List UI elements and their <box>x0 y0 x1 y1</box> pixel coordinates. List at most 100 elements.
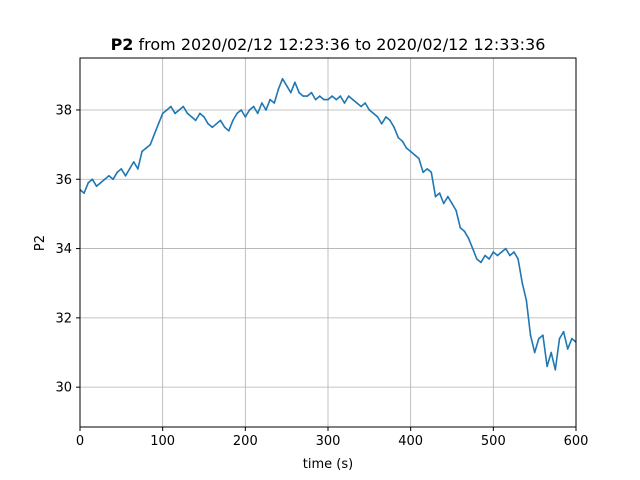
grid-lines <box>79 58 577 427</box>
data-point <box>199 112 201 115</box>
data-point <box>141 150 143 153</box>
data-point <box>194 119 197 122</box>
data-point <box>108 175 110 177</box>
series-group <box>80 78 576 371</box>
data-point <box>310 91 313 94</box>
data-point <box>182 105 185 108</box>
data-point <box>529 334 532 337</box>
data-point <box>517 258 519 260</box>
data-point <box>166 109 168 111</box>
data-point <box>372 112 375 115</box>
data-point <box>554 369 557 371</box>
data-point <box>157 123 160 125</box>
data-point <box>219 119 222 122</box>
data-point <box>269 98 271 101</box>
data-point <box>451 202 453 205</box>
data-point <box>145 147 147 149</box>
data-point <box>484 254 486 257</box>
data-point <box>414 154 416 156</box>
data-point <box>558 337 561 340</box>
data-point <box>521 282 524 285</box>
data-point <box>430 171 433 174</box>
data-point <box>256 112 259 115</box>
data-point <box>405 147 408 149</box>
data-point <box>124 175 127 177</box>
chart-title: P2 from 2020/02/12 12:23:36 to 2020/02/1… <box>111 35 546 54</box>
data-point <box>546 365 548 368</box>
data-point <box>471 247 474 250</box>
data-point <box>343 102 346 104</box>
data-point <box>273 102 276 104</box>
y-tick-label: 34 <box>55 242 72 257</box>
data-point <box>104 178 106 181</box>
data-point <box>228 130 230 132</box>
chart-title-rest: from 2020/02/12 12:23:36 to 2020/02/12 1… <box>133 35 545 54</box>
data-point <box>281 78 284 80</box>
data-point <box>426 168 429 170</box>
data-point <box>265 109 267 111</box>
data-point <box>455 209 457 212</box>
data-point <box>447 195 449 198</box>
data-point <box>500 251 503 253</box>
data-point <box>463 230 466 232</box>
data-point <box>476 258 478 260</box>
data-point <box>285 84 288 87</box>
data-point <box>566 348 569 350</box>
data-point <box>488 258 491 260</box>
data-point <box>356 102 358 104</box>
data-point <box>525 299 528 302</box>
data-point <box>190 116 193 118</box>
data-point <box>389 119 391 122</box>
data-point <box>232 119 234 122</box>
data-point <box>290 91 292 94</box>
data-point <box>393 126 395 129</box>
data-point <box>252 105 255 108</box>
data-point <box>186 112 189 115</box>
data-point <box>339 95 342 97</box>
data-point <box>409 150 412 153</box>
x-tick-label: 300 <box>316 434 341 449</box>
data-point <box>459 227 462 229</box>
data-point <box>137 168 139 170</box>
data-point <box>335 98 338 101</box>
data-point <box>215 123 218 125</box>
data-point <box>509 254 511 257</box>
data-point <box>422 171 424 174</box>
data-point <box>161 112 164 115</box>
data-point <box>323 98 325 101</box>
data-point <box>352 98 354 101</box>
data-point <box>376 116 379 118</box>
data-point <box>318 95 321 97</box>
data-point <box>120 168 123 170</box>
data-point <box>418 157 420 160</box>
data-point <box>533 351 536 354</box>
data-point <box>550 351 552 354</box>
y-tick-label: 38 <box>55 103 72 118</box>
data-point <box>294 81 296 84</box>
x-axis-label: time (s) <box>303 457 353 472</box>
data-point <box>91 178 94 181</box>
data-point <box>211 126 214 129</box>
data-point <box>128 168 131 170</box>
data-point <box>236 112 238 115</box>
data-point <box>87 181 90 184</box>
data-point <box>496 254 499 257</box>
y-tick-label: 32 <box>55 311 72 326</box>
data-point <box>442 202 445 205</box>
x-tick-label: 500 <box>481 434 506 449</box>
data-point <box>542 334 544 337</box>
data-point <box>331 95 333 97</box>
y-axis-ticks: 30 32 34 36 38 <box>55 103 80 396</box>
data-point <box>298 91 300 94</box>
data-point <box>368 109 371 111</box>
data-point <box>244 116 247 118</box>
data-point <box>170 105 172 108</box>
data-point <box>178 109 180 111</box>
x-tick-label: 600 <box>564 434 589 449</box>
data-point <box>385 116 387 118</box>
data-point <box>306 95 309 97</box>
x-tick-label: 400 <box>398 434 423 449</box>
x-axis-ticks: 0 100 200 300 400 500 600 <box>76 427 589 449</box>
data-point <box>302 95 305 97</box>
